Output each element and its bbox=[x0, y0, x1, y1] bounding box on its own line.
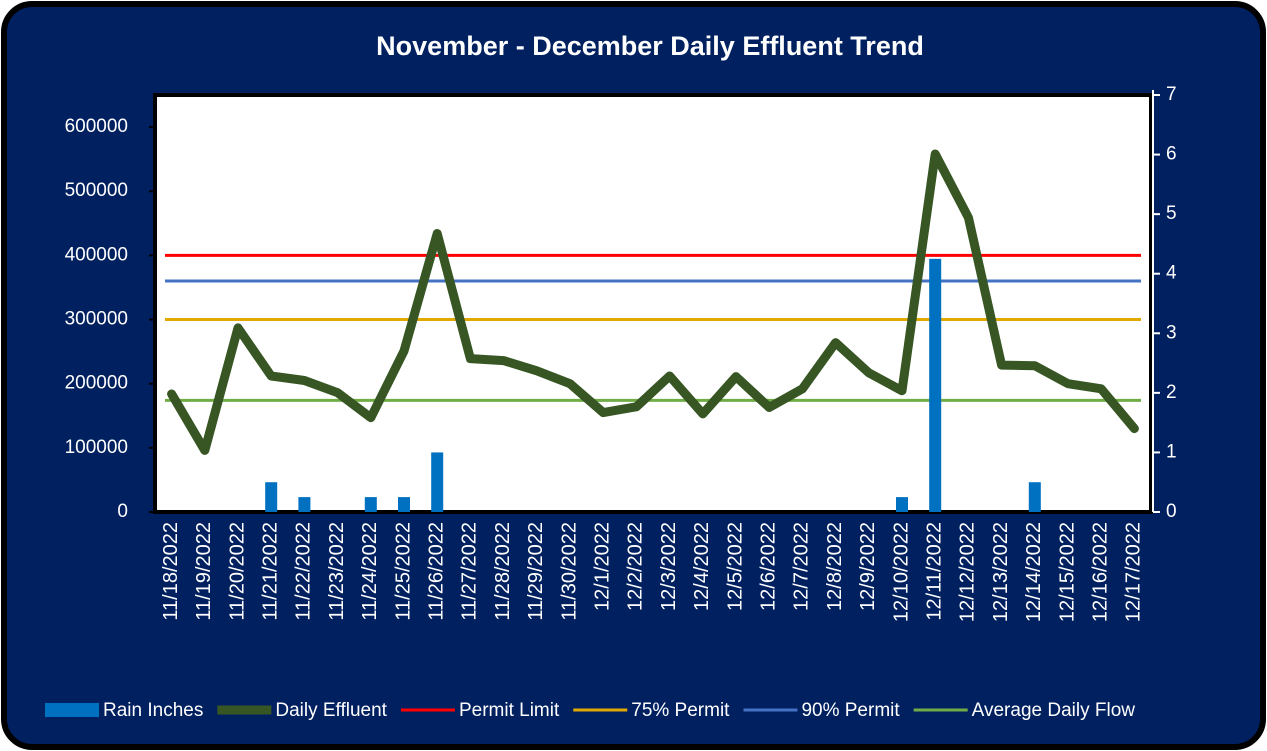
legend-label: Rain Inches bbox=[103, 700, 203, 721]
plot-area bbox=[153, 93, 1153, 514]
x-tick-label: 12/3/2022 bbox=[658, 522, 680, 611]
x-tick-label: 12/9/2022 bbox=[857, 522, 879, 611]
chart-title: November - December Daily Effluent Trend bbox=[376, 31, 924, 61]
y2-tick-label: 7 bbox=[1166, 84, 1177, 105]
bar bbox=[929, 258, 942, 512]
legend-swatch bbox=[45, 703, 99, 717]
x-tick-label: 11/27/2022 bbox=[459, 522, 481, 621]
bar bbox=[398, 497, 410, 512]
x-tick-label: 11/23/2022 bbox=[326, 522, 348, 621]
bar bbox=[298, 497, 311, 512]
x-tick-label: 12/1/2022 bbox=[591, 522, 613, 611]
x-tick-label: 11/18/2022 bbox=[160, 522, 182, 621]
legend-label: 90% Permit bbox=[801, 700, 900, 721]
x-tick-label: 11/19/2022 bbox=[193, 522, 215, 621]
x-tick-label: 12/14/2022 bbox=[1023, 522, 1045, 622]
y2-tick-label: 4 bbox=[1166, 263, 1177, 284]
x-tick-label: 11/25/2022 bbox=[392, 522, 414, 621]
x-tick-label: 12/16/2022 bbox=[1089, 522, 1111, 622]
x-tick-label: 12/7/2022 bbox=[791, 522, 813, 611]
y-tick-label: 500000 bbox=[65, 180, 128, 201]
y2-tick-label: 2 bbox=[1166, 382, 1177, 403]
y-tick-label: 0 bbox=[117, 501, 128, 522]
bar bbox=[1028, 482, 1041, 512]
bar bbox=[431, 452, 444, 512]
x-tick-label: 12/17/2022 bbox=[1123, 522, 1145, 622]
legend-label: 75% Permit bbox=[631, 700, 730, 721]
x-tick-label: 11/29/2022 bbox=[525, 522, 547, 621]
bar bbox=[364, 497, 377, 512]
y-tick-label: 200000 bbox=[65, 373, 128, 394]
x-tick-label: 12/5/2022 bbox=[724, 522, 746, 611]
x-tick-label: 12/13/2022 bbox=[990, 522, 1012, 622]
legend-label: Daily Effluent bbox=[275, 700, 387, 721]
effluent-line bbox=[167, 149, 1139, 455]
x-tick-label: 11/30/2022 bbox=[558, 522, 580, 621]
x-tick-label: 11/24/2022 bbox=[359, 522, 381, 621]
y-tick-label: 600000 bbox=[65, 116, 128, 137]
x-tick-label: 12/8/2022 bbox=[824, 522, 846, 611]
x-tick-label: 11/21/2022 bbox=[259, 522, 281, 621]
y-tick-label: 400000 bbox=[65, 244, 128, 265]
x-tick-label: 11/22/2022 bbox=[293, 522, 315, 621]
legend-label: Average Daily Flow bbox=[972, 700, 1136, 721]
y2-tick-label: 3 bbox=[1166, 322, 1177, 343]
x-tick-label: 12/4/2022 bbox=[691, 522, 713, 611]
x-tick-label: 11/26/2022 bbox=[425, 522, 447, 621]
y-tick-label: 100000 bbox=[65, 437, 128, 458]
x-tick-label: 12/2/2022 bbox=[625, 522, 647, 611]
x-tick-label: 12/15/2022 bbox=[1056, 522, 1078, 622]
bar bbox=[896, 497, 908, 512]
y2-tick-label: 5 bbox=[1166, 203, 1177, 224]
x-tick-label: 12/10/2022 bbox=[890, 522, 912, 622]
y2-tick-label: 0 bbox=[1166, 501, 1177, 522]
y2-tick-label: 1 bbox=[1166, 441, 1177, 462]
x-tick-label: 12/11/2022 bbox=[923, 522, 945, 621]
y2-tick-label: 6 bbox=[1166, 144, 1177, 165]
y-tick-label: 300000 bbox=[65, 309, 128, 330]
x-tick-label: 11/28/2022 bbox=[492, 522, 514, 621]
bar bbox=[265, 482, 278, 512]
legend-label: Permit Limit bbox=[459, 700, 560, 721]
x-tick-label: 12/6/2022 bbox=[757, 522, 779, 611]
x-tick-label: 12/12/2022 bbox=[957, 522, 979, 622]
x-tick-label: 11/20/2022 bbox=[226, 522, 248, 621]
